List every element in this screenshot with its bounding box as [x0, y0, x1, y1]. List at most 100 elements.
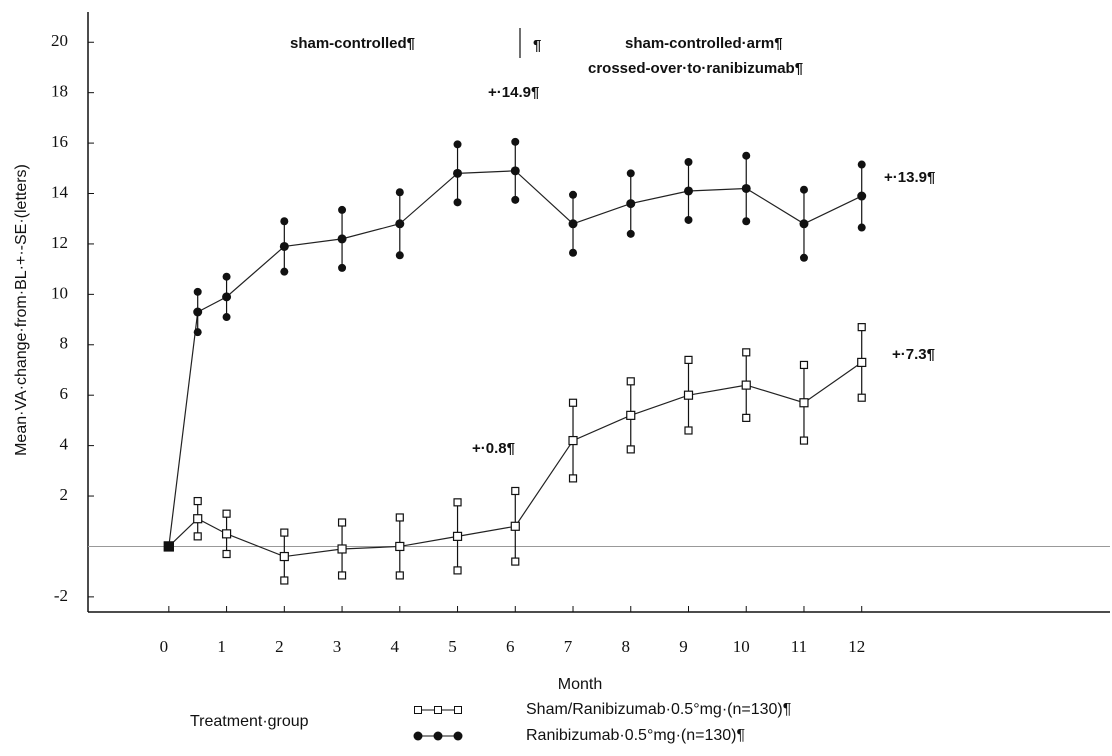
x-tick-label: 11 [791, 637, 807, 656]
legend-label: Ranibizumab·0.5°mg·(n=130)¶ [526, 727, 745, 744]
point [395, 541, 405, 552]
error-cap [742, 217, 751, 226]
point [221, 529, 232, 539]
error-cap [193, 328, 202, 337]
error-cap [799, 360, 809, 370]
series-line [168, 361, 863, 558]
annotation: sham-controlled·arm¶ [625, 35, 783, 52]
error-cap [568, 398, 578, 407]
point [510, 521, 520, 531]
legend-marker [413, 731, 423, 741]
error-cap [684, 215, 693, 224]
error-cap [684, 158, 693, 166]
point [857, 191, 867, 201]
legend-marker [433, 731, 443, 741]
point [453, 168, 463, 178]
error-cap [453, 498, 462, 507]
legend-marker [414, 706, 422, 714]
error-cap [511, 557, 520, 566]
error-cap [338, 263, 347, 272]
point [222, 292, 232, 302]
error-cap [568, 474, 578, 483]
error-cap [511, 137, 520, 146]
y-tick-label: 20 [51, 31, 68, 50]
y-tick-label: 16 [51, 132, 68, 151]
error-cap [511, 486, 520, 496]
error-cap [193, 532, 202, 541]
y-axis-label: Mean·VA·change·from·BL·+·-SE·(letters) [13, 164, 30, 456]
error-cap [626, 229, 635, 238]
point [395, 219, 405, 229]
x-tick-label: 0 [160, 637, 169, 656]
point [683, 390, 694, 400]
error-cap [626, 377, 635, 386]
point [857, 357, 867, 368]
error-cap [222, 549, 231, 559]
error-cap [395, 251, 404, 260]
y-tick-label: 12 [51, 233, 68, 252]
y-tick-label: 8 [60, 334, 69, 353]
y-tick-label: -2 [54, 586, 68, 605]
legend-marker [453, 731, 463, 741]
series-line [168, 170, 862, 547]
error-cap [193, 496, 202, 506]
y-tick-label: 10 [51, 283, 68, 302]
legend-marker [434, 706, 442, 714]
error-cap [799, 253, 808, 262]
x-tick-label: 12 [848, 637, 865, 656]
point [741, 380, 751, 390]
error-cap [742, 151, 751, 160]
y-tick-label: 18 [51, 82, 68, 101]
error-cap [569, 190, 578, 199]
annotation: crossed-over·to·ranibizumab¶ [588, 60, 803, 77]
error-cap [337, 571, 347, 580]
error-cap [742, 413, 751, 422]
annotation: +·14.9¶ [488, 84, 539, 101]
error-cap [193, 287, 202, 296]
error-cap [395, 513, 404, 522]
error-cap [626, 169, 635, 178]
x-axis-label: Month [558, 676, 602, 693]
error-cap [453, 566, 462, 575]
x-tick-label: 7 [564, 637, 573, 656]
error-cap [799, 185, 808, 194]
error-cap [453, 198, 462, 207]
error-cap [222, 272, 231, 281]
error-cap [857, 160, 866, 169]
point [741, 183, 751, 193]
error-cap [280, 267, 289, 276]
y-tick-label: 4 [60, 435, 69, 454]
error-cap [280, 217, 289, 226]
y-tick-label: 2 [60, 485, 69, 504]
x-tick-label: 2 [275, 637, 284, 656]
point [452, 531, 463, 541]
point [193, 307, 203, 317]
annotation: +·13.9¶ [884, 169, 935, 186]
error-cap [338, 205, 347, 214]
error-cap [222, 313, 231, 322]
error-cap [626, 445, 635, 454]
point [683, 186, 693, 196]
error-cap [511, 195, 520, 204]
annotation: +·7.3¶ [892, 346, 935, 363]
point [337, 544, 347, 554]
point [279, 551, 289, 562]
error-cap [453, 140, 462, 149]
point [568, 219, 578, 229]
x-tick-label: 5 [448, 637, 457, 656]
point [193, 514, 203, 524]
point [568, 435, 578, 446]
x-tick-label: 9 [679, 637, 688, 656]
point [626, 410, 636, 420]
error-cap [684, 355, 693, 364]
error-cap [569, 248, 578, 257]
legend-label: Sham/Ranibizumab·0.5°mg·(n=130)¶ [526, 701, 791, 718]
point [626, 199, 636, 209]
y-tick-label: 14 [51, 182, 69, 201]
error-cap [857, 393, 866, 402]
x-tick-label: 8 [622, 637, 631, 656]
point [799, 219, 809, 229]
x-tick-label: 6 [506, 637, 515, 656]
point [163, 541, 174, 552]
